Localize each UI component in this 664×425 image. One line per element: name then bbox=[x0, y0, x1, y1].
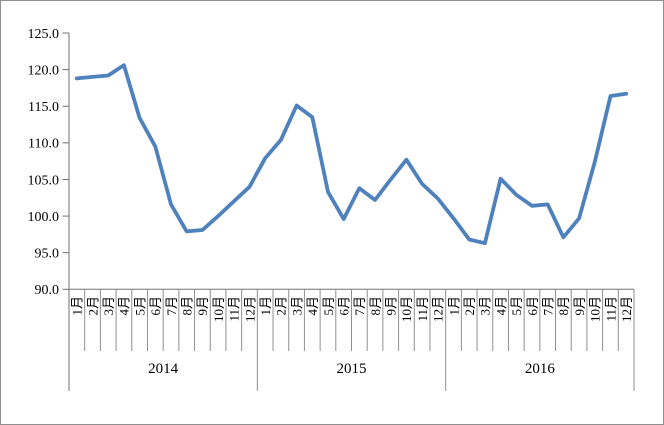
y-axis-tick-label: 90.0 bbox=[35, 283, 60, 298]
y-axis-tick-label: 125.0 bbox=[28, 27, 60, 42]
x-tick-label-month: 3月 bbox=[289, 296, 304, 316]
x-tick-label-month: 6月 bbox=[336, 296, 351, 316]
x-tick-label-month: 9月 bbox=[384, 296, 399, 316]
x-tick-label-month: 4月 bbox=[305, 296, 320, 316]
y-axis-tick-label: 100.0 bbox=[28, 210, 60, 225]
x-tick-label-month: 6月 bbox=[148, 296, 163, 316]
x-tick-label-month: 11月 bbox=[603, 296, 618, 322]
x-tick-label-month: 12月 bbox=[431, 296, 446, 322]
x-tick-label-month: 6月 bbox=[525, 296, 540, 316]
x-tick-label-month: 2月 bbox=[85, 296, 100, 316]
x-tick-label-month: 12月 bbox=[619, 296, 634, 322]
x-tick-label-month: 2月 bbox=[274, 296, 289, 316]
x-tick-label-month: 8月 bbox=[556, 296, 571, 316]
x-tick-label-month: 9月 bbox=[572, 296, 587, 316]
y-axis-tick-label: 115.0 bbox=[28, 100, 59, 115]
x-tick-label-month: 10月 bbox=[211, 296, 226, 322]
x-tick-label-month: 11月 bbox=[227, 296, 242, 322]
x-tick-label-month: 5月 bbox=[132, 296, 147, 316]
x-tick-label-month: 10月 bbox=[399, 296, 414, 322]
x-tick-label-month: 3月 bbox=[478, 296, 493, 316]
x-tick-label-month: 7月 bbox=[352, 296, 367, 316]
x-tick-label-month: 4月 bbox=[493, 296, 508, 316]
x-tick-label-month: 8月 bbox=[180, 296, 195, 316]
x-tick-label-month: 12月 bbox=[242, 296, 257, 322]
y-axis-tick-label: 95.0 bbox=[35, 246, 60, 261]
y-axis-tick-label: 110.0 bbox=[28, 137, 59, 152]
x-tick-label-year: 2014 bbox=[148, 361, 179, 377]
x-tick-label-month: 9月 bbox=[195, 296, 210, 316]
x-tick-label-month: 1月 bbox=[258, 296, 273, 316]
x-tick-label-month: 2月 bbox=[462, 296, 477, 316]
x-tick-label-month: 11月 bbox=[415, 296, 430, 322]
x-tick-label-year: 2015 bbox=[337, 361, 367, 377]
x-tick-label-month: 5月 bbox=[509, 296, 524, 316]
x-tick-label-month: 5月 bbox=[321, 296, 336, 316]
x-tick-label-month: 3月 bbox=[101, 296, 116, 316]
x-tick-label-month: 7月 bbox=[540, 296, 555, 316]
x-tick-label-month: 1月 bbox=[70, 296, 85, 316]
y-axis-tick-label: 120.0 bbox=[28, 63, 60, 78]
x-tick-label-month: 4月 bbox=[117, 296, 132, 316]
data-series-line bbox=[74, 63, 629, 246]
x-tick-label-month: 8月 bbox=[368, 296, 383, 316]
x-tick-label-year: 2016 bbox=[525, 361, 556, 377]
x-tick-label-month: 1月 bbox=[446, 296, 461, 316]
x-tick-label-month: 10月 bbox=[588, 296, 603, 322]
y-axis-tick-label: 105.0 bbox=[28, 173, 60, 188]
x-tick-label-month: 7月 bbox=[164, 296, 179, 316]
